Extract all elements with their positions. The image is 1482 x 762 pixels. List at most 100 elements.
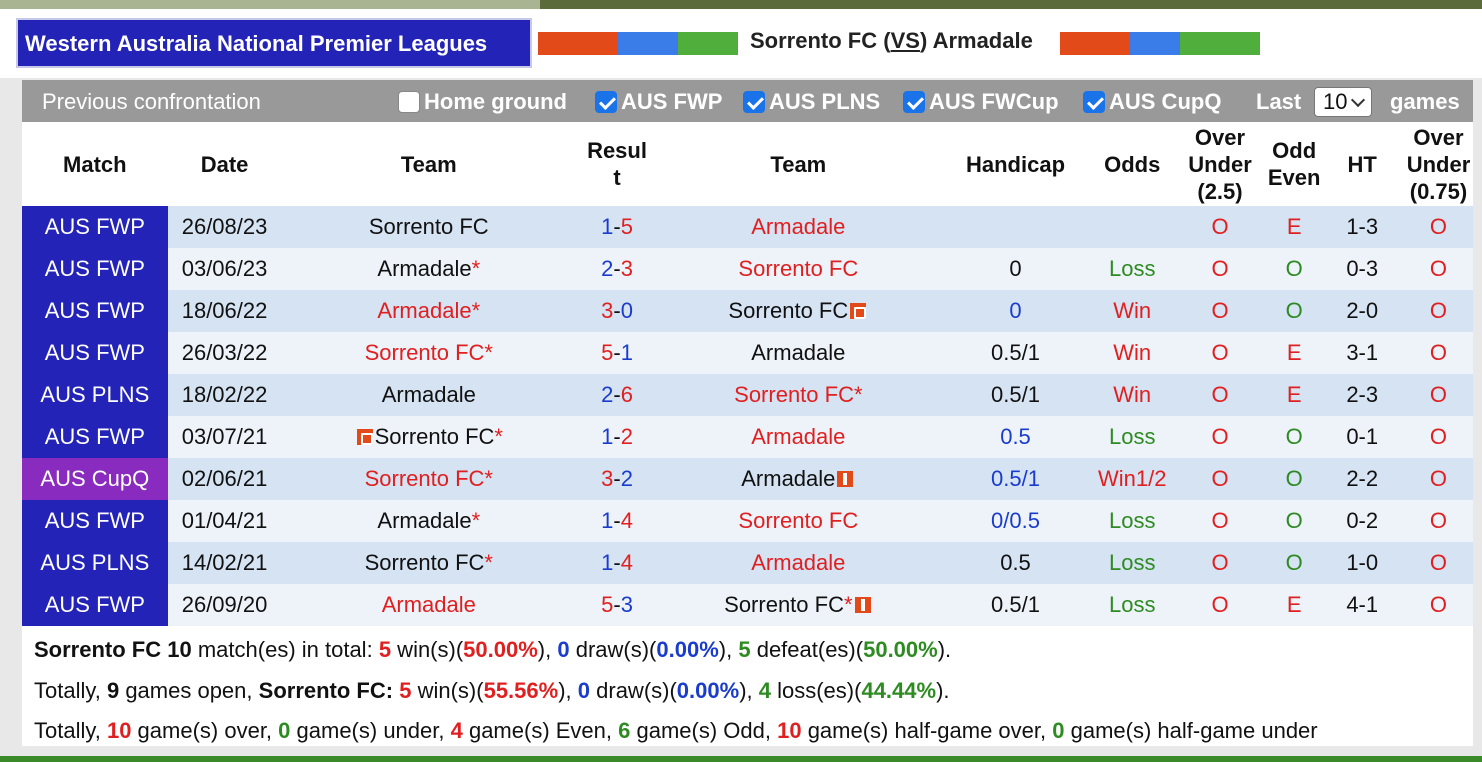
checkbox-checked-icon[interactable] bbox=[903, 91, 925, 113]
table-row: AUS PLNS 14/02/21 Sorrento FC* 1-4 Armad… bbox=[22, 542, 1473, 584]
over-under-075: O bbox=[1403, 248, 1473, 290]
away-team-cell[interactable]: Sorrento FC bbox=[657, 290, 939, 332]
match-date: 18/02/22 bbox=[167, 374, 282, 416]
away-team-cell[interactable]: Armadale bbox=[657, 458, 939, 500]
league-title[interactable]: Western Australia National Premier Leagu… bbox=[16, 18, 532, 68]
home-team-cell[interactable]: Sorrento FC* bbox=[281, 332, 577, 374]
last-games-select[interactable]: 10 bbox=[1314, 87, 1372, 117]
table-row: AUS CupQ 02/06/21 Sorrento FC* 3-2 Armad… bbox=[22, 458, 1473, 500]
filter-home-ground[interactable]: Home ground bbox=[398, 89, 567, 115]
away-team-cell[interactable]: Armadale bbox=[657, 332, 939, 374]
result-cell[interactable]: 2-6 bbox=[576, 374, 658, 416]
result-cell[interactable]: 5-3 bbox=[576, 584, 658, 626]
result-cell[interactable]: 3-0 bbox=[576, 290, 658, 332]
col-away-team: Team bbox=[657, 122, 939, 206]
half-time-score: 0-1 bbox=[1320, 416, 1404, 458]
checkbox-icon[interactable] bbox=[398, 91, 420, 113]
odds-result: Loss bbox=[1092, 584, 1173, 626]
filter-aus-fwcup[interactable]: AUS FWCup bbox=[903, 89, 1059, 115]
summary-results: Sorrento FC 10 match(es) in total: 5 win… bbox=[34, 637, 952, 662]
match-date: 02/06/21 bbox=[167, 458, 282, 500]
match-league[interactable]: AUS CupQ bbox=[22, 458, 168, 500]
col-match: Match bbox=[22, 122, 168, 206]
home-team-cell[interactable]: Armadale bbox=[281, 584, 577, 626]
match-date: 03/06/23 bbox=[167, 248, 282, 290]
away-team-cell[interactable]: Armadale bbox=[657, 206, 939, 248]
table-row: AUS FWP 03/06/23 Armadale* 2-3 Sorrento … bbox=[22, 248, 1473, 290]
away-team-cell[interactable]: Sorrento FC bbox=[657, 248, 939, 290]
section-title: Previous confrontation bbox=[42, 89, 261, 114]
result-cell[interactable]: 1-5 bbox=[576, 206, 658, 248]
match-league[interactable]: AUS FWP bbox=[22, 248, 168, 290]
match-league[interactable]: AUS PLNS bbox=[22, 542, 168, 584]
summary-over-under: Totally, 10 game(s) over, 0 game(s) unde… bbox=[34, 718, 1318, 743]
filter-aus-cupq[interactable]: AUS CupQ bbox=[1083, 89, 1221, 115]
handicap-cell: 0.5/1 bbox=[938, 584, 1093, 626]
handicap-cell: 0.5/1 bbox=[938, 458, 1093, 500]
home-team-cell[interactable]: Sorrento FC bbox=[281, 206, 577, 248]
col-over-under-25: Over Under (2.5) bbox=[1172, 122, 1268, 206]
over-under-075: O bbox=[1403, 332, 1473, 374]
home-team-cell[interactable]: Sorrento FC* bbox=[281, 458, 577, 500]
odd-even: O bbox=[1267, 458, 1321, 500]
games-label: games bbox=[1390, 89, 1460, 114]
home-team-cell[interactable]: Armadale* bbox=[281, 500, 577, 542]
result-cell[interactable]: 1-4 bbox=[576, 542, 658, 584]
over-under-075: O bbox=[1403, 584, 1473, 626]
odd-even: O bbox=[1267, 248, 1321, 290]
over-under-25: O bbox=[1172, 500, 1268, 542]
half-time-score: 0-2 bbox=[1320, 500, 1404, 542]
result-cell[interactable]: 3-2 bbox=[576, 458, 658, 500]
half-time-score: 1-0 bbox=[1320, 542, 1404, 584]
handicap-cell: 0.5 bbox=[938, 542, 1093, 584]
yellow-card-icon bbox=[854, 597, 871, 613]
checkbox-checked-icon[interactable] bbox=[1083, 91, 1105, 113]
odd-even: O bbox=[1267, 416, 1321, 458]
top-banner-strip bbox=[0, 0, 1482, 9]
half-time-score: 2-2 bbox=[1320, 458, 1404, 500]
half-time-score: 2-0 bbox=[1320, 290, 1404, 332]
away-team-name[interactable]: Armadale bbox=[932, 28, 1033, 53]
col-over-under-075: Over Under (0.75) bbox=[1403, 122, 1473, 206]
half-time-score: 1-3 bbox=[1320, 206, 1404, 248]
home-team-cell[interactable]: Sorrento FC* bbox=[281, 416, 577, 458]
match-league[interactable]: AUS FWP bbox=[22, 500, 168, 542]
home-team-name[interactable]: Sorrento FC bbox=[750, 28, 878, 53]
match-league[interactable]: AUS PLNS bbox=[22, 374, 168, 416]
match-date: 26/08/23 bbox=[167, 206, 282, 248]
home-team-cell[interactable]: Armadale bbox=[281, 374, 577, 416]
away-team-cell[interactable]: Sorrento FC* bbox=[657, 584, 939, 626]
filter-aus-fwp[interactable]: AUS FWP bbox=[595, 89, 722, 115]
match-league[interactable]: AUS FWP bbox=[22, 290, 168, 332]
home-team-cell[interactable]: Armadale* bbox=[281, 248, 577, 290]
match-league[interactable]: AUS FWP bbox=[22, 584, 168, 626]
odd-even: E bbox=[1267, 374, 1321, 416]
result-cell[interactable]: 1-4 bbox=[576, 500, 658, 542]
filter-aus-plns[interactable]: AUS PLNS bbox=[743, 89, 880, 115]
away-team-cell[interactable]: Sorrento FC bbox=[657, 500, 939, 542]
col-odds: Odds bbox=[1092, 122, 1173, 206]
match-date: 18/06/22 bbox=[167, 290, 282, 332]
checkbox-checked-icon[interactable] bbox=[595, 91, 617, 113]
over-under-25: O bbox=[1172, 542, 1268, 584]
result-cell[interactable]: 2-3 bbox=[576, 248, 658, 290]
col-home-team: Team bbox=[281, 122, 577, 206]
odd-even: E bbox=[1267, 206, 1321, 248]
match-league[interactable]: AUS FWP bbox=[22, 206, 168, 248]
result-cell[interactable]: 1-2 bbox=[576, 416, 658, 458]
odds-result bbox=[1092, 206, 1173, 248]
match-league[interactable]: AUS FWP bbox=[22, 332, 168, 374]
away-team-cell[interactable]: Armadale bbox=[657, 542, 939, 584]
home-team-cell[interactable]: Sorrento FC* bbox=[281, 542, 577, 584]
result-cell[interactable]: 5-1 bbox=[576, 332, 658, 374]
away-team-cell[interactable]: Armadale bbox=[657, 416, 939, 458]
half-time-score: 2-3 bbox=[1320, 374, 1404, 416]
bottom-strip bbox=[0, 756, 1482, 762]
filter-toolbar: Previous confrontation Home ground AUS F… bbox=[22, 80, 1473, 122]
away-team-cell[interactable]: Sorrento FC* bbox=[657, 374, 939, 416]
home-team-cell[interactable]: Armadale* bbox=[281, 290, 577, 332]
match-league[interactable]: AUS FWP bbox=[22, 416, 168, 458]
vs-link[interactable]: VS bbox=[890, 28, 920, 53]
over-under-25: O bbox=[1172, 416, 1268, 458]
checkbox-checked-icon[interactable] bbox=[743, 91, 765, 113]
